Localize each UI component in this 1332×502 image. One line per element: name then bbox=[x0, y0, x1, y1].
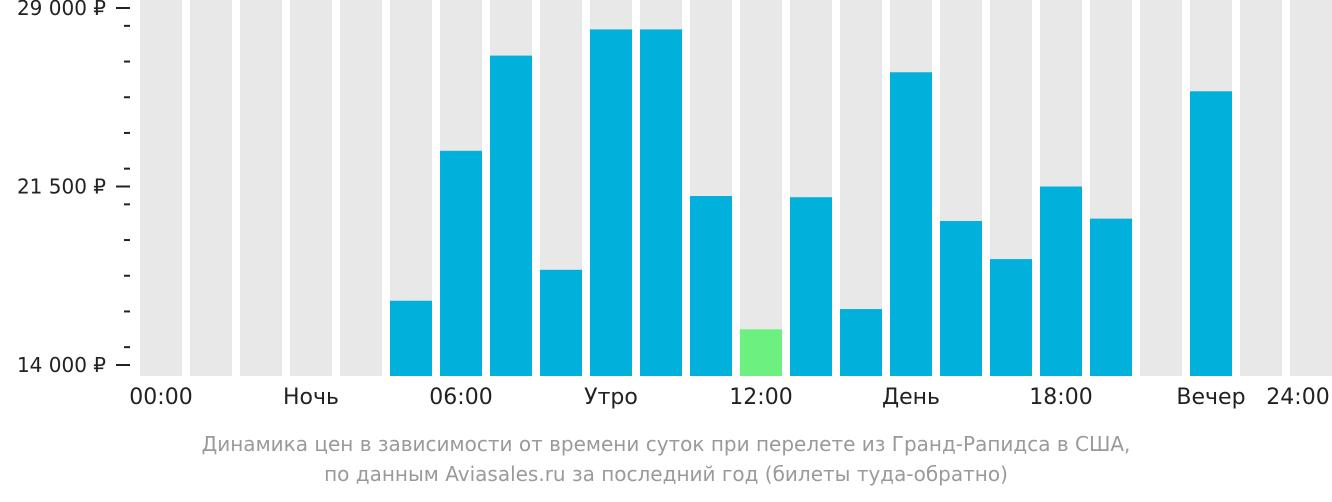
x-tick-label: Утро bbox=[584, 385, 638, 410]
empty-column-20 bbox=[1140, 0, 1182, 376]
y-tick-label: 29 000 ₽ bbox=[17, 0, 106, 20]
price-by-hour-chart: 14 000 ₽ 21 500 ₽ 29 000 ₽ 00:00 Ночь 06:00 У… bbox=[17, 0, 1332, 410]
bar-hour-7 bbox=[490, 55, 532, 376]
x-tick-label: 12:00 bbox=[729, 385, 792, 410]
bar-hour-9 bbox=[590, 29, 632, 376]
empty-column-2 bbox=[240, 0, 282, 376]
bar-hour-15 bbox=[890, 72, 932, 376]
bar-hour-14 bbox=[840, 309, 882, 376]
bar-hour-6 bbox=[440, 150, 482, 376]
x-tick-label: 00:00 bbox=[129, 385, 192, 410]
y-axis: 14 000 ₽ 21 500 ₽ 29 000 ₽ bbox=[17, 0, 130, 377]
x-tick-label: 06:00 bbox=[429, 385, 492, 410]
x-tick-label: 24:00 bbox=[1266, 385, 1329, 410]
empty-column-0 bbox=[140, 0, 182, 376]
bar-hour-10 bbox=[640, 29, 682, 376]
empty-column-1 bbox=[190, 0, 232, 376]
x-tick-label: 18:00 bbox=[1029, 385, 1092, 410]
bar-hour-16 bbox=[940, 221, 982, 376]
bar-hour-13 bbox=[790, 197, 832, 376]
bar-hour-8 bbox=[540, 269, 582, 376]
x-axis-labels: 00:00 Ночь 06:00 Утро 12:00 День 18:00 Вечер 24:… bbox=[129, 385, 1329, 410]
x-tick-label: Вечер bbox=[1176, 385, 1245, 410]
bar-hour-11 bbox=[690, 196, 732, 376]
bar-hour-21 bbox=[1190, 91, 1232, 377]
bar-hour-18 bbox=[1040, 186, 1082, 376]
caption-line-2: по данным Aviasales.ru за последний год … bbox=[324, 462, 1008, 486]
caption-line-1: Динамика цен в зависимости от времени су… bbox=[201, 432, 1131, 456]
empty-column-12 bbox=[740, 0, 782, 376]
empty-column-3 bbox=[290, 0, 332, 376]
empty-column-4 bbox=[340, 0, 382, 376]
empty-column-23 bbox=[1290, 0, 1332, 376]
empty-columns bbox=[140, 0, 1332, 376]
bars bbox=[390, 29, 1232, 377]
y-tick-label: 21 500 ₽ bbox=[17, 175, 106, 199]
bar-hour-17 bbox=[990, 259, 1032, 376]
x-tick-label: День bbox=[882, 385, 940, 410]
empty-column-22 bbox=[1240, 0, 1282, 376]
x-tick-label: Ночь bbox=[283, 385, 339, 410]
y-tick-label: 14 000 ₽ bbox=[17, 353, 106, 377]
bar-hour-5 bbox=[390, 300, 432, 376]
bar-hour-12 bbox=[740, 329, 782, 376]
bar-hour-19 bbox=[1090, 218, 1132, 376]
